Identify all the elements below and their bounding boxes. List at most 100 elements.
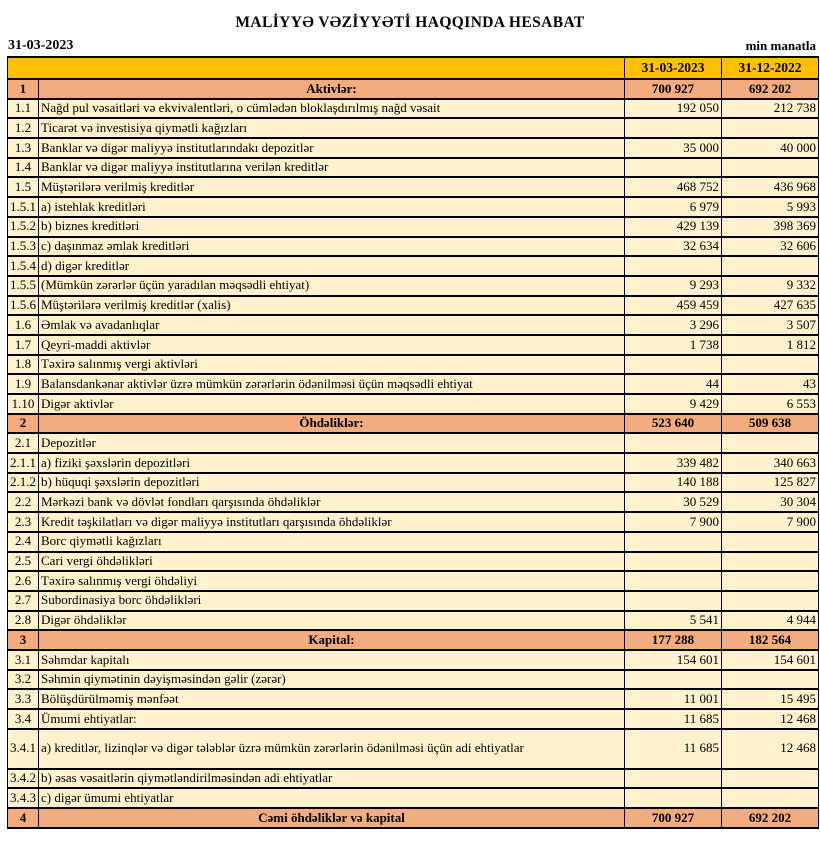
row-value-2023: 32 634: [624, 235, 722, 258]
row-label: (Mümkün zərərlər üçün yaradılan məqsədli…: [38, 274, 625, 297]
row-value-2022: 427 635: [721, 294, 819, 317]
row-value-2022: 9 332: [721, 274, 819, 297]
row-number: 1.5.2: [7, 215, 39, 238]
row-value-2022: 4 944: [721, 609, 819, 632]
table-row: 2.5 Cari vergi öhdəlikləri: [7, 550, 819, 573]
row-value-2023: 429 139: [624, 215, 722, 238]
table-row: 1.5.3 c) daşınmaz əmlak kreditləri 32 63…: [7, 235, 819, 258]
row-number: 2.8: [7, 609, 39, 632]
row-label: a) kreditlər, lizinqlər və digər tələblə…: [38, 727, 625, 770]
row-value-2022: [721, 353, 819, 376]
table-row: 3.1 Səhmdar kapitalı 154 601 154 601: [7, 648, 819, 671]
row-value-2023: 459 459: [624, 294, 722, 317]
row-label: b) əsas vəsaitlərin qiymətləndirilməsind…: [38, 767, 625, 790]
row-value-2023: 5 541: [624, 609, 722, 632]
row-value-2022: [721, 255, 819, 277]
row-number: 1.5.6: [7, 294, 39, 317]
row-number: 1.7: [7, 333, 39, 356]
row-number: 1.6: [7, 314, 39, 336]
table-row: 2.2 Mərkəzi bank və dövlət fondları qarş…: [7, 491, 819, 514]
row-number: 3.4.2: [7, 767, 39, 790]
row-number: 2.1: [7, 432, 39, 455]
row-value-2023: 9 429: [624, 393, 722, 415]
row-value-2023: 11 001: [624, 688, 722, 710]
row-value-2022: [721, 570, 819, 592]
row-number: 1.10: [7, 393, 39, 415]
row-number: 2.1.2: [7, 471, 39, 494]
row-value-2023: 154 601: [624, 648, 722, 671]
row-value-2022: [721, 767, 819, 790]
row-value-2022: 509 638: [721, 412, 819, 435]
row-value-2023: 7 900: [624, 511, 722, 533]
row-value-2023: [624, 787, 722, 810]
table-row: 2.8 Digər öhdəliklər 5 541 4 944: [7, 609, 819, 632]
row-number: 1.3: [7, 137, 39, 159]
row-value-2023: 1 738: [624, 333, 722, 356]
row-number: 1.5.5: [7, 274, 39, 297]
row-label: Nağd pul vəsaitləri və ekvivalentləri, o…: [38, 97, 625, 120]
row-number: 2.1.1: [7, 452, 39, 474]
row-label: d) digər kreditlər: [38, 255, 625, 277]
financial-position-table: 31-03-2023 31-12-2022 1 Aktivlər: 700 92…: [7, 56, 819, 829]
row-value-2023: [624, 589, 722, 612]
table-row: 2.7 Subordinasiya borc öhdəlikləri: [7, 589, 819, 612]
table-row: 1.4 Banklar və digər maliyyə institutlar…: [7, 156, 819, 179]
table-row: 1.6 Əmlak və avadanlıqlar 3 296 3 507: [7, 314, 819, 336]
table-row: 1.3 Banklar və digər maliyyə institutlar…: [7, 137, 819, 159]
table-row: 3 Kapital: 177 288 182 564: [7, 629, 819, 651]
row-number: 3: [7, 629, 39, 651]
row-label: Ticarət və investisiya qiymətli kağızlar…: [38, 117, 625, 140]
row-value-2022: [721, 432, 819, 455]
row-number: 1.5.1: [7, 196, 39, 218]
row-value-2023: [624, 255, 722, 277]
row-label: c) daşınmaz əmlak kreditləri: [38, 235, 625, 258]
row-label: Digər aktivlər: [38, 393, 625, 415]
row-label: Mərkəzi bank və dövlət fondları qarşısın…: [38, 491, 625, 514]
header-col-2022: 31-12-2022: [721, 56, 819, 80]
row-value-2022: 5 993: [721, 196, 819, 218]
row-label: Digər öhdəliklər: [38, 609, 625, 632]
row-label: Borc qiymətli kağızları: [38, 530, 625, 553]
table-row: 2.1.2 b) hüquqi şəxslərin depozitləri 14…: [7, 471, 819, 494]
row-value-2022: [721, 668, 819, 691]
row-value-2023: 177 288: [624, 629, 722, 651]
row-value-2022: 154 601: [721, 648, 819, 671]
row-value-2022: [721, 589, 819, 612]
table-row: 1.5.5 (Mümkün zərərlər üçün yaradılan mə…: [7, 274, 819, 297]
table-body: 1 Aktivlər: 700 927 692 202 1.1 Nağd pul…: [7, 78, 819, 829]
row-number: 1.8: [7, 353, 39, 376]
table-row: 1 Aktivlər: 700 927 692 202: [7, 78, 819, 100]
row-value-2023: 11 685: [624, 727, 722, 770]
row-label: Banklar və digər maliyyə institutlarında…: [38, 137, 625, 159]
row-value-2022: 398 369: [721, 215, 819, 238]
row-number: 1.5.3: [7, 235, 39, 258]
table-row: 1.8 Təxirə salınmış vergi aktivləri: [7, 353, 819, 376]
row-label: b) biznes kreditləri: [38, 215, 625, 238]
row-number: 3.4.1: [7, 727, 39, 770]
row-label: Banklar və digər maliyyə institutlarına …: [38, 156, 625, 179]
table-row: 1.5.2 b) biznes kreditləri 429 139 398 3…: [7, 215, 819, 238]
row-label: Cari vergi öhdəlikləri: [38, 550, 625, 573]
row-value-2023: 3 296: [624, 314, 722, 336]
row-value-2022: 692 202: [721, 78, 819, 100]
row-number: 3.2: [7, 668, 39, 691]
row-value-2023: 700 927: [624, 807, 722, 829]
table-row: 1.9 Balansdankənar aktivlər üzrə mümkün …: [7, 373, 819, 395]
row-value-2023: 468 752: [624, 176, 722, 199]
report-page: MALİYYƏ VƏZİYYƏTİ HAQQINDA HESABAT 31-03…: [0, 14, 820, 829]
table-row: 4 Cəmi öhdəliklər və kapital 700 927 692…: [7, 807, 819, 829]
row-value-2022: 43: [721, 373, 819, 395]
row-number: 2.3: [7, 511, 39, 533]
table-row: 3.4 Ümumi ehtiyatlar: 11 685 12 468: [7, 708, 819, 730]
row-value-2022: [721, 787, 819, 810]
row-label: Qeyri-maddi aktivlər: [38, 333, 625, 356]
row-number: 3.4.3: [7, 787, 39, 810]
table-row: 1.2 Ticarət və investisiya qiymətli kağı…: [7, 117, 819, 140]
row-label: Cəmi öhdəliklər və kapital: [38, 807, 625, 829]
row-label: Təxirə salınmış vergi aktivləri: [38, 353, 625, 376]
meta-row: 31-03-2023 min manatla: [8, 38, 818, 54]
row-label: Bölüşdürülməmiş mənfəət: [38, 688, 625, 710]
row-value-2023: 35 000: [624, 137, 722, 159]
table-row: 3.4.3 c) digər ümumi ehtiyatlar: [7, 787, 819, 810]
table-row: 1.5.4 d) digər kreditlər: [7, 255, 819, 277]
